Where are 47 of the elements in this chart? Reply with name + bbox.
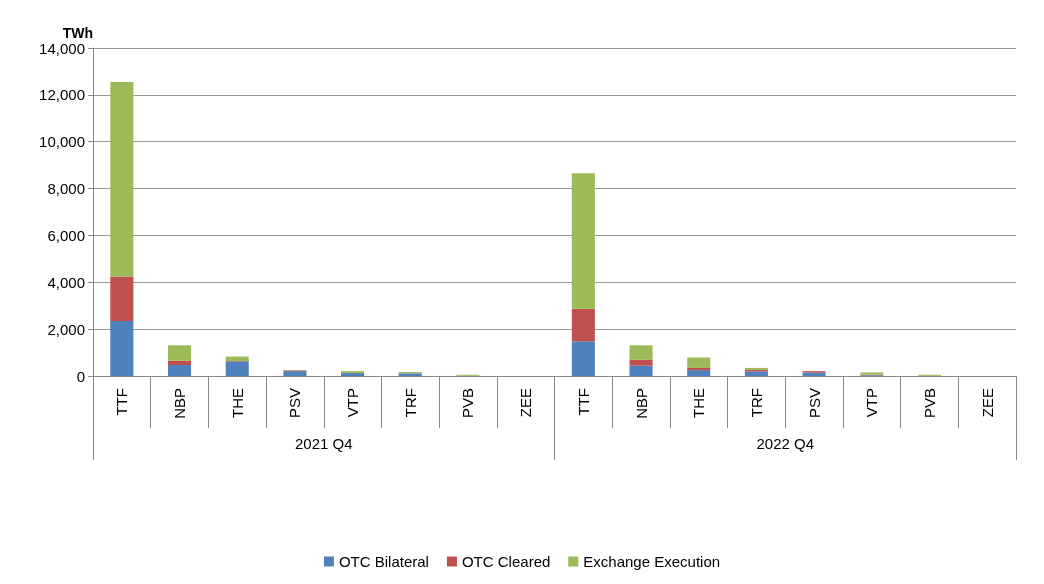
x-tick-label: PSV bbox=[286, 388, 304, 419]
bar bbox=[687, 357, 711, 368]
x-tick-label: PVB bbox=[459, 388, 477, 419]
y-tick-label: 14,000 bbox=[39, 39, 85, 57]
bar bbox=[687, 370, 711, 376]
bar bbox=[167, 345, 192, 361]
y-tick-label: 12,000 bbox=[39, 86, 85, 104]
bar bbox=[687, 367, 711, 371]
y-tick-label: 2,000 bbox=[47, 320, 85, 338]
bar bbox=[167, 364, 192, 376]
bar bbox=[629, 359, 653, 366]
x-tick-label: ZEE bbox=[978, 388, 996, 418]
y-tick-label: 10,000 bbox=[39, 133, 85, 151]
legend-label: Exchange Execution bbox=[583, 553, 721, 570]
y-axis-title: TWh bbox=[62, 25, 93, 41]
bar bbox=[110, 320, 134, 376]
legend-label: OTC Cleared bbox=[461, 553, 551, 570]
x-tick-label: NBP bbox=[171, 388, 189, 419]
text: 2021 Q4 bbox=[294, 435, 353, 452]
x-tick-label: THE bbox=[228, 388, 246, 418]
x-tick-label: VTP bbox=[863, 388, 881, 418]
legend-label: OTC Bilateral bbox=[338, 553, 429, 570]
bar bbox=[110, 276, 134, 321]
y-tick-label: 4,000 bbox=[47, 273, 85, 291]
x-tick-label: NBP bbox=[632, 388, 650, 419]
bar bbox=[225, 361, 249, 376]
x-tick-label: PSV bbox=[805, 388, 823, 419]
x-tick-label: ZEE bbox=[517, 388, 535, 418]
x-tick-label: PVB bbox=[920, 388, 938, 419]
bar bbox=[283, 371, 307, 376]
text: 2022 Q4 bbox=[756, 435, 815, 452]
x-tick-label: TRF bbox=[747, 388, 765, 418]
y-tick-label: 0 bbox=[76, 367, 85, 385]
y-tick-label: 6,000 bbox=[47, 226, 85, 244]
bar bbox=[629, 365, 653, 376]
bar bbox=[629, 345, 653, 360]
bar bbox=[110, 81, 134, 277]
y-tick-label: 8,000 bbox=[47, 180, 85, 198]
x-tick-label: TTF bbox=[574, 388, 592, 416]
bar bbox=[571, 308, 595, 342]
x-tick-label: VTP bbox=[344, 388, 362, 418]
bar bbox=[571, 341, 595, 376]
x-tick-label: TTF bbox=[113, 388, 131, 416]
bar bbox=[744, 371, 768, 376]
x-tick-label: TRF bbox=[401, 388, 419, 418]
bar bbox=[571, 173, 595, 309]
x-tick-label: THE bbox=[690, 388, 708, 418]
